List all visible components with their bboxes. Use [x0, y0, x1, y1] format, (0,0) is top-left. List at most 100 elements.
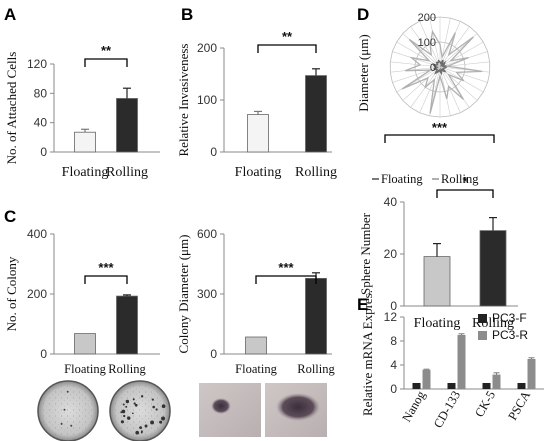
y-tick-label: 100 [197, 93, 217, 107]
colony-dot [134, 403, 138, 407]
panel-letter-b: B [181, 5, 193, 24]
x-category-label: Floating [235, 362, 277, 376]
rolling-colony [276, 393, 320, 421]
radar-spoke [439, 26, 470, 68]
y-tick-label: 600 [197, 227, 217, 241]
y-tick-label: 300 [197, 287, 217, 301]
y-tick-label: 400 [27, 227, 47, 241]
radar-series-floating [431, 59, 450, 76]
colony-dot [131, 412, 134, 415]
colony-diameter-chart: 0 300 600 Colony Diameter (μm) Floating Rolli… [176, 227, 335, 376]
radar-spoke [439, 41, 484, 68]
colony-dot [66, 390, 69, 393]
bar-floating [74, 131, 96, 153]
panel-letter-e: E [357, 295, 368, 314]
x-category-label: Rolling [106, 165, 148, 180]
floating-plate-texture [40, 383, 96, 439]
colony-dot [126, 416, 131, 420]
panel-letter-c: C [4, 207, 16, 226]
colony-dot [121, 409, 126, 414]
y-axis-label: Diameter (μm) [356, 34, 371, 111]
y-axis-label: Relative mRNA Expres. [360, 290, 375, 416]
colony-dot [122, 403, 125, 406]
radar-spoke [402, 33, 441, 68]
bar-floating [245, 336, 267, 355]
radar-spoke [392, 51, 441, 68]
colony-dot [150, 420, 155, 425]
radar-tick-label: 100 [418, 37, 436, 49]
colony-dot [140, 431, 143, 434]
colony-dot [135, 430, 140, 435]
radar-spoke [410, 26, 441, 68]
x-category-label: Rolling [295, 165, 337, 180]
y-tick-label: 40 [384, 195, 398, 209]
bar-rolling [479, 230, 507, 307]
y-axis-label: No. of Attached Cells [4, 52, 19, 165]
floating-colony [211, 398, 231, 414]
x-category-label: Floating [64, 362, 106, 376]
radar-spoke [419, 66, 441, 113]
bar-rolling [116, 98, 138, 153]
significance-marker: * [462, 174, 468, 189]
colony-dot [151, 398, 154, 401]
bar-rolling [305, 75, 327, 153]
diameter-radar-chart: 0 100 200 Diameter (μm) *** [356, 12, 495, 143]
y-tick-label: 20 [384, 247, 398, 261]
colony-dot [132, 398, 135, 401]
y-axis-label: Relative Invasiveness [176, 44, 191, 157]
legend-swatch-pc3-r [478, 331, 487, 340]
significance-marker: *** [98, 260, 114, 275]
colony-dot [139, 426, 143, 430]
colony-micrographs [199, 383, 327, 437]
rolling-plate-texture [112, 383, 168, 439]
legend-floating-label: Floating [381, 172, 423, 186]
legend-label-pc3-r: PC3-R [492, 328, 528, 342]
rolling-plate-colonies [60, 390, 166, 435]
radar-tick-label: 0 [430, 62, 436, 74]
y-tick-label: 0 [390, 299, 397, 313]
significance-marker: ** [101, 43, 112, 58]
x-category-label: Rolling [297, 362, 335, 376]
x-category-label: CD-133 [431, 389, 463, 431]
bar-rolling [116, 295, 138, 355]
attached-cells-chart: 0 40 80 120 No. of Attached Cells FloatingRol… [4, 43, 160, 180]
radar-spoke [439, 66, 470, 108]
radar-spoke [390, 61, 441, 68]
x-category-label: Floating [235, 165, 282, 180]
bar-pc3-f-cd-133 [447, 383, 456, 389]
panel-letter-d: D [357, 5, 369, 24]
significance-bracket [384, 134, 495, 143]
bar-pc3-r-ck-5 [492, 374, 501, 389]
mrna-expression-chart: 0 4 8 12 Relative mRNA Expres. Nanog CD-133 CK-… [360, 290, 544, 430]
legend-swatch-pc3-f [478, 314, 487, 323]
bar-rolling [305, 277, 327, 355]
y-tick-label: 0 [390, 382, 397, 396]
y-tick-label: 12 [384, 310, 398, 324]
significance-marker: *** [432, 120, 448, 135]
colony-dot [133, 402, 136, 405]
bar-pc3-r-psca [527, 359, 536, 389]
colony-dot [155, 408, 158, 411]
radar-spoke [390, 66, 441, 73]
y-tick-label: 0 [210, 145, 217, 159]
sphere-number-chart: 0 20 40 Sphere Number Floating Rolling* [358, 174, 518, 331]
colony-dot [60, 422, 63, 425]
significance-bracket [84, 275, 128, 284]
colony-dot [120, 420, 125, 424]
radar-spoke [396, 41, 441, 68]
radar-spoke [439, 21, 461, 68]
radar-spoke [402, 66, 441, 101]
x-category-label: Rolling [108, 362, 146, 376]
legend-label-pc3-f: PC3-F [492, 311, 527, 325]
bar-floating [247, 114, 269, 153]
radar-legend: Floating Rolling [372, 172, 479, 186]
bar-floating [74, 333, 96, 355]
colony-number-chart: 0 200 400 No. of Colony Floating Rolling *** [4, 227, 160, 376]
x-category-label: Nanog [399, 388, 428, 425]
y-tick-label: 200 [197, 41, 217, 55]
invasiveness-chart: 0 100 200 Relative Invasiveness Floating Roll… [176, 29, 337, 180]
y-tick-label: 200 [27, 287, 47, 301]
bar-pc3-f-nanog [412, 383, 421, 389]
colony-plate-images [37, 380, 171, 441]
